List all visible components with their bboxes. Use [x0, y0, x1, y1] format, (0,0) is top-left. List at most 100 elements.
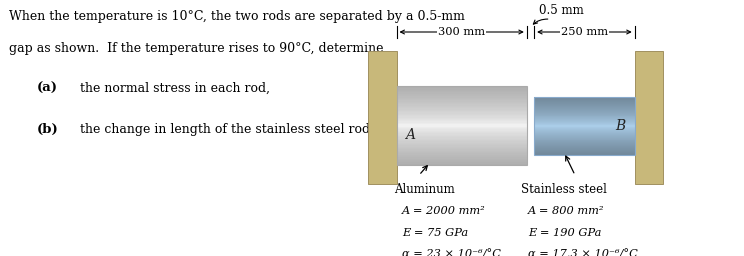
- Bar: [397, 141, 527, 143]
- Bar: [534, 129, 635, 130]
- Bar: [534, 101, 635, 102]
- Bar: [397, 148, 527, 149]
- Bar: [534, 127, 635, 128]
- Text: 300 mm: 300 mm: [438, 27, 485, 37]
- Bar: [397, 150, 527, 152]
- Bar: [534, 106, 635, 107]
- Bar: [534, 97, 635, 155]
- Bar: [397, 126, 527, 128]
- Bar: [534, 143, 635, 144]
- Bar: [534, 126, 635, 127]
- Bar: [397, 109, 527, 111]
- Bar: [534, 134, 635, 135]
- Bar: [534, 121, 635, 122]
- Text: α = 17.3 × 10⁻⁶/°C: α = 17.3 × 10⁻⁶/°C: [528, 250, 638, 256]
- Bar: [397, 124, 527, 125]
- Text: E = 190 GPa: E = 190 GPa: [528, 228, 602, 238]
- Bar: [534, 100, 635, 101]
- Bar: [397, 154, 527, 156]
- Bar: [534, 122, 635, 123]
- Bar: [397, 132, 527, 133]
- Bar: [397, 100, 527, 102]
- Bar: [534, 140, 635, 141]
- Bar: [397, 92, 527, 94]
- Bar: [397, 95, 527, 96]
- Text: the normal stress in each rod,: the normal stress in each rod,: [80, 82, 269, 95]
- Bar: [534, 146, 635, 147]
- Bar: [397, 158, 527, 160]
- Bar: [397, 128, 527, 130]
- Bar: [534, 128, 635, 129]
- Bar: [534, 108, 635, 109]
- Bar: [397, 93, 527, 95]
- Bar: [534, 114, 635, 115]
- Bar: [534, 120, 635, 121]
- Bar: [397, 108, 527, 110]
- Bar: [397, 146, 527, 148]
- Bar: [397, 105, 527, 107]
- Bar: [534, 112, 635, 114]
- Bar: [534, 133, 635, 134]
- Bar: [397, 117, 527, 119]
- Bar: [397, 164, 527, 165]
- Bar: [397, 149, 527, 151]
- Bar: [534, 137, 635, 138]
- Bar: [534, 135, 635, 137]
- Bar: [397, 86, 527, 87]
- Bar: [397, 144, 527, 145]
- Bar: [534, 134, 635, 136]
- Bar: [534, 138, 635, 140]
- Bar: [397, 159, 527, 161]
- Bar: [534, 145, 635, 146]
- Bar: [534, 147, 635, 148]
- Bar: [397, 99, 527, 100]
- Bar: [534, 141, 635, 142]
- Bar: [534, 118, 635, 119]
- Bar: [534, 109, 635, 110]
- Bar: [534, 106, 635, 108]
- Bar: [534, 116, 635, 118]
- Bar: [397, 156, 527, 157]
- Bar: [397, 119, 527, 120]
- Bar: [534, 117, 635, 118]
- Bar: [397, 161, 527, 163]
- Bar: [368, 51, 397, 184]
- Bar: [534, 103, 635, 104]
- Bar: [534, 149, 635, 150]
- Text: 0.5 mm: 0.5 mm: [539, 4, 584, 17]
- Bar: [534, 98, 635, 99]
- Bar: [397, 134, 527, 136]
- Bar: [397, 98, 527, 99]
- Bar: [397, 96, 527, 98]
- Bar: [397, 125, 527, 127]
- Bar: [397, 142, 527, 144]
- Bar: [397, 131, 527, 132]
- Bar: [397, 152, 527, 153]
- Bar: [397, 157, 527, 158]
- Bar: [534, 144, 635, 145]
- Bar: [397, 86, 527, 165]
- Text: α = 23 × 10⁻⁶/°C: α = 23 × 10⁻⁶/°C: [402, 250, 501, 256]
- Text: Aluminum: Aluminum: [394, 183, 455, 196]
- Bar: [534, 104, 635, 105]
- Text: A: A: [405, 128, 415, 142]
- Bar: [534, 115, 635, 116]
- Bar: [534, 153, 635, 154]
- Bar: [397, 162, 527, 164]
- Text: A = 800 mm²: A = 800 mm²: [528, 206, 605, 216]
- Text: the change in length of the stainless steel rod.: the change in length of the stainless st…: [80, 123, 373, 136]
- Bar: [397, 116, 527, 118]
- Bar: [534, 113, 635, 114]
- Text: gap as shown.  If the temperature rises to 90°C, determine: gap as shown. If the temperature rises t…: [9, 42, 383, 55]
- Bar: [397, 103, 527, 104]
- Bar: [397, 153, 527, 155]
- Text: Stainless steel: Stainless steel: [521, 183, 606, 196]
- Bar: [534, 131, 635, 132]
- Bar: [397, 140, 527, 141]
- Bar: [534, 110, 635, 112]
- Bar: [534, 119, 635, 120]
- Bar: [534, 132, 635, 133]
- Bar: [534, 130, 635, 131]
- Bar: [534, 150, 635, 151]
- Bar: [397, 137, 527, 139]
